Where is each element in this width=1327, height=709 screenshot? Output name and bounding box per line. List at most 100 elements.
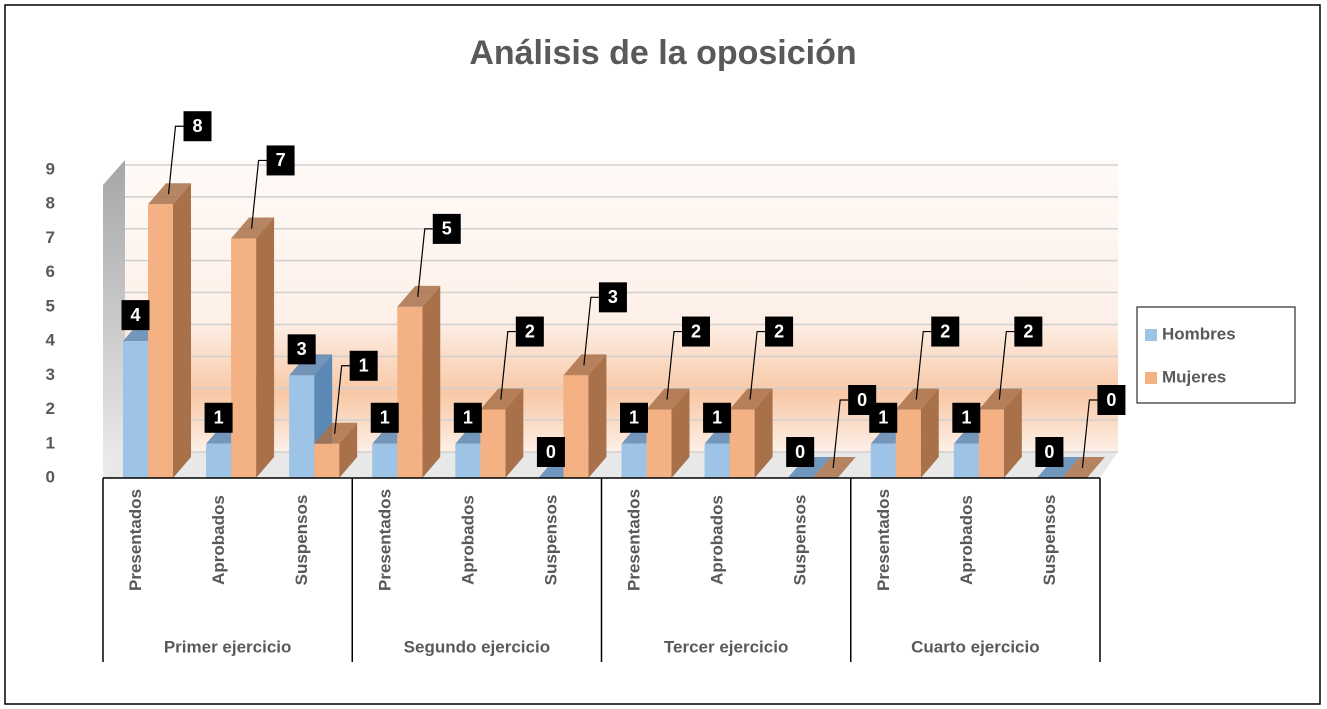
x-tick-label: Aprobados [957, 495, 976, 585]
data-label-box [1035, 437, 1064, 467]
data-label-box [952, 402, 981, 433]
bar-top [1061, 457, 1105, 478]
bar [289, 375, 315, 478]
bar-top [787, 457, 831, 478]
data-label: 5 [442, 219, 452, 239]
data-label: 8 [192, 116, 202, 136]
group-label: Segundo ejercicio [404, 637, 550, 656]
bar [621, 443, 647, 478]
bar-side [754, 388, 773, 478]
x-tick-label: Presentados [375, 489, 394, 591]
data-label: 1 [878, 408, 888, 428]
x-tick-label: Presentados [625, 489, 644, 591]
group-label: Tercer ejercicio [664, 637, 788, 656]
bar [978, 409, 1004, 478]
x-tick-label: Aprobados [458, 495, 477, 585]
leader-line [1081, 399, 1098, 469]
x-tick-label: Suspensos [541, 495, 560, 586]
bar-top [148, 183, 191, 205]
leader-line [250, 159, 267, 229]
data-label: 0 [1106, 390, 1116, 410]
y-tick-label: 7 [46, 228, 55, 247]
leader-line [998, 330, 1015, 400]
data-label-box [703, 402, 732, 433]
leader-line [417, 228, 433, 297]
group-label: Primer ejercicio [164, 637, 292, 656]
data-label-box [287, 334, 316, 365]
data-label-box [1097, 385, 1126, 415]
floor [103, 452, 1118, 478]
bar-side [1003, 388, 1022, 478]
data-label: 1 [214, 408, 224, 428]
data-label-box [183, 111, 212, 142]
bar-side [671, 388, 690, 478]
x-tick-label: Suspensos [791, 495, 810, 586]
bar [455, 443, 481, 478]
bar-side [173, 183, 191, 478]
data-label: 0 [546, 442, 556, 462]
bar-top [397, 285, 441, 307]
bar-top [978, 388, 1022, 410]
data-label-box [931, 316, 960, 347]
bar-side [422, 285, 441, 478]
data-label: 1 [463, 408, 473, 428]
legend-label: Hombres [1162, 324, 1236, 343]
bar [397, 306, 423, 478]
bar-side [339, 422, 358, 478]
leader-line [334, 365, 350, 434]
leader-line [583, 296, 599, 366]
x-tick-label: Presentados [126, 489, 145, 591]
data-label: 2 [525, 321, 535, 341]
y-tick-label: 2 [46, 399, 55, 418]
data-label: 3 [608, 287, 618, 307]
legend-label: Mujeres [1162, 367, 1226, 386]
chart-title: Análisis de la oposición [469, 34, 856, 72]
data-label: 1 [359, 356, 369, 376]
legend-swatch [1145, 372, 1157, 384]
data-label: 0 [795, 442, 805, 462]
bar-top [812, 457, 856, 478]
leader-line [666, 330, 682, 400]
leader-line [832, 399, 849, 469]
bar-side [505, 388, 524, 478]
leader-line [500, 330, 516, 400]
bar [148, 204, 173, 478]
data-label: 3 [297, 339, 307, 359]
data-label-box [432, 213, 461, 244]
data-label: 1 [380, 408, 390, 428]
y-tick-label: 5 [46, 296, 55, 315]
bar-top [1036, 457, 1080, 478]
bar-top [289, 354, 333, 376]
leader-line [915, 330, 932, 400]
data-label-box [682, 316, 710, 347]
data-label-box [453, 402, 482, 433]
x-tick-label: Presentados [874, 489, 893, 591]
data-label: 2 [1023, 321, 1033, 341]
bar [372, 443, 398, 478]
legend [1136, 306, 1296, 404]
data-label: 4 [130, 305, 140, 325]
bar-top [231, 217, 275, 239]
data-label-box [869, 402, 898, 433]
bar [314, 443, 340, 478]
bar-top [895, 388, 939, 410]
data-label-box [121, 300, 150, 331]
bar [231, 238, 257, 478]
data-label-box [349, 350, 378, 381]
y-tick-label: 3 [46, 365, 55, 384]
bar [870, 443, 896, 478]
bar [704, 443, 730, 478]
bar [563, 375, 589, 478]
y-tick-label: 9 [46, 159, 55, 178]
data-label: 1 [629, 408, 639, 428]
data-label-box [620, 402, 648, 433]
bar [123, 341, 148, 478]
bar-side [256, 217, 275, 478]
bar [895, 409, 921, 478]
x-tick-label: Suspensos [1040, 495, 1059, 586]
bar [646, 409, 672, 478]
bar [729, 409, 755, 478]
data-label-box [786, 437, 815, 467]
bar-side [588, 354, 607, 478]
